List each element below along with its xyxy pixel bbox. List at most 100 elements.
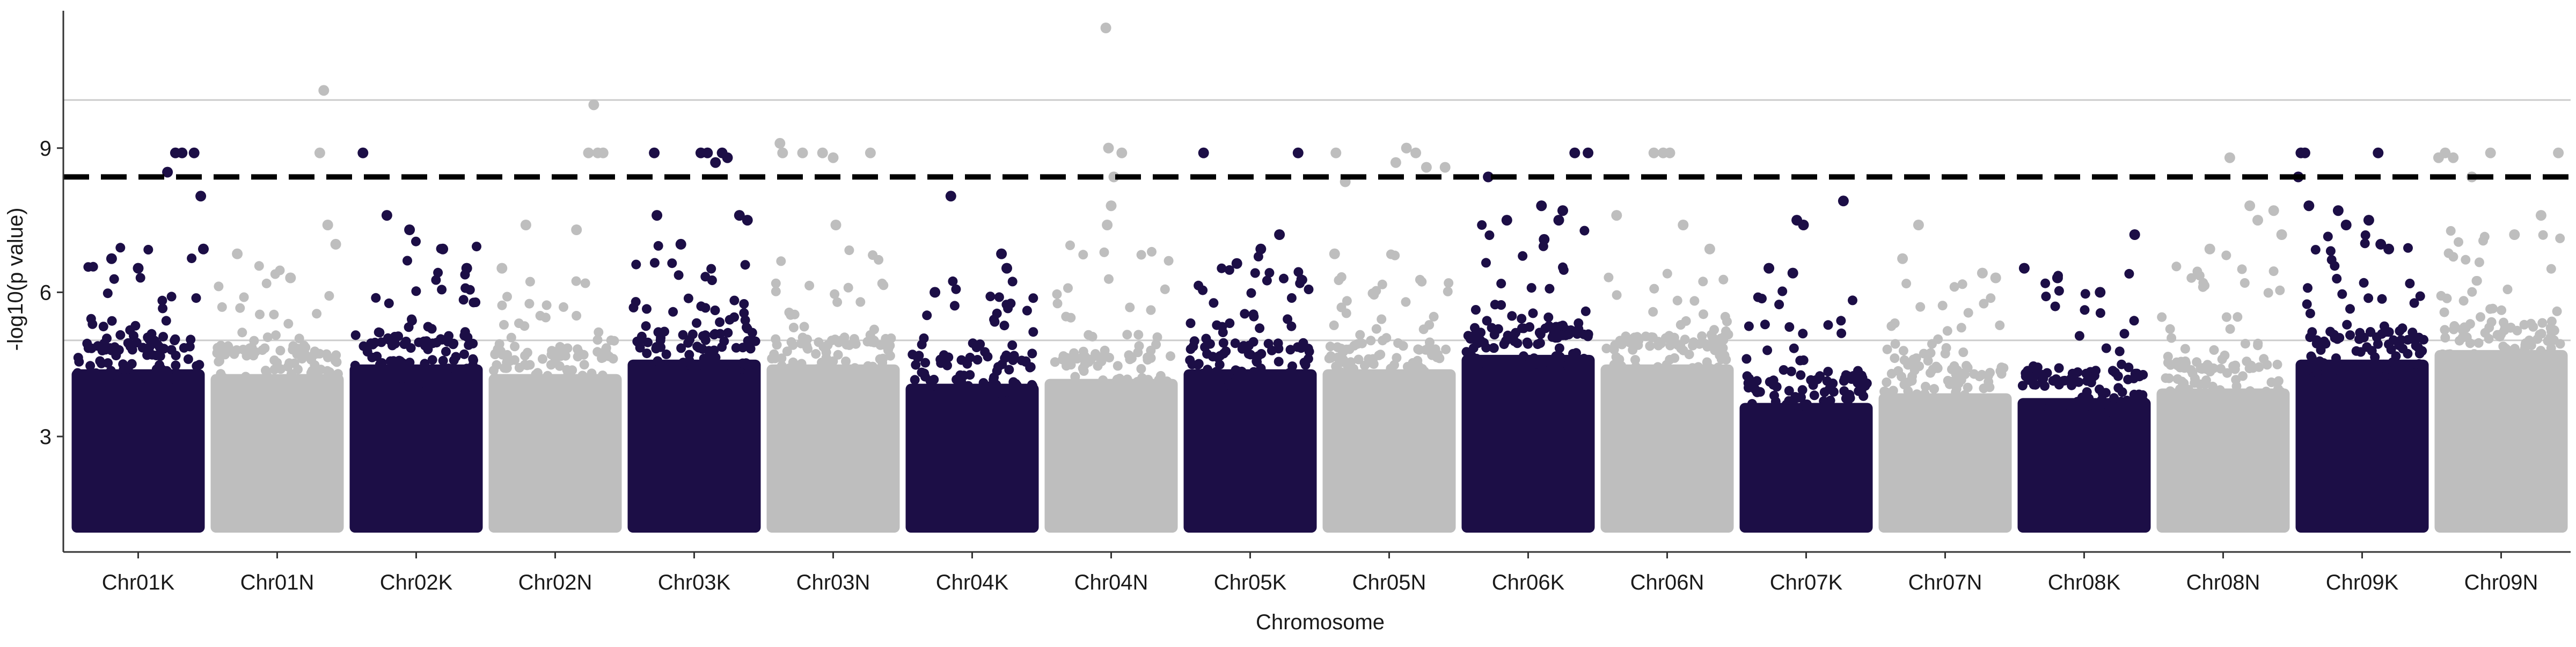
edge-point-Chr02K bbox=[358, 372, 368, 382]
scatter-point-Chr04N bbox=[1067, 353, 1078, 364]
edge-point-Chr01N bbox=[265, 386, 275, 396]
scatter-point-Chr06K bbox=[1558, 265, 1569, 275]
x-tick-label-Chr05N: Chr05N bbox=[1352, 571, 1426, 594]
edge-point-Chr02K bbox=[405, 358, 415, 368]
data-point-Chr02K-1 bbox=[381, 210, 392, 221]
edge-point-Chr03K bbox=[630, 372, 640, 382]
scatter-point-Chr09N bbox=[2505, 323, 2515, 333]
scatter-point-Chr07K bbox=[1741, 354, 1752, 364]
data-point-Chr01N-2 bbox=[322, 220, 333, 230]
data-point-Chr01K-2 bbox=[177, 147, 188, 158]
scatter-point-Chr05K bbox=[1264, 268, 1275, 278]
scatter-point-Chr01K bbox=[170, 334, 180, 344]
scatter-point-Chr05K bbox=[1185, 318, 1196, 328]
data-point-Chr02N-3 bbox=[597, 147, 609, 158]
scatter-point-Chr04N bbox=[1125, 302, 1135, 312]
scatter-point-Chr03N bbox=[849, 334, 859, 344]
scatter-point-Chr04K bbox=[922, 310, 932, 321]
edge-point-Chr04N bbox=[1126, 387, 1136, 397]
scatter-point-Chr02K bbox=[384, 298, 394, 308]
edge-point-Chr05N bbox=[1325, 341, 1335, 352]
edge-point-Chr07N bbox=[1882, 377, 1892, 387]
data-point-Chr07K-2 bbox=[1838, 195, 1849, 207]
scatter-point-Chr05N bbox=[1342, 296, 1352, 306]
edge-point-Chr01N bbox=[261, 366, 270, 376]
data-point-Chr08N-5 bbox=[2204, 243, 2215, 255]
edge-point-Chr02K bbox=[465, 371, 475, 381]
edge-point-Chr09N bbox=[2536, 346, 2546, 356]
edge-point-Chr02N bbox=[490, 373, 500, 383]
data-point-Chr05N-0 bbox=[1330, 147, 1342, 158]
scatter-point-Chr07K bbox=[1786, 366, 1796, 376]
edge-point-Chr04K bbox=[978, 378, 989, 388]
scatter-point-Chr03N bbox=[771, 286, 781, 296]
scatter-point-Chr09K bbox=[2311, 335, 2322, 345]
scatter-point-Chr04N bbox=[1147, 246, 1157, 257]
edge-point-Chr07K bbox=[1748, 411, 1759, 421]
edge-point-Chr08K bbox=[2131, 402, 2141, 412]
scatter-point-Chr02K bbox=[468, 338, 478, 348]
edge-point-Chr04K bbox=[952, 374, 962, 384]
scatter-point-Chr07K bbox=[1836, 316, 1846, 326]
edge-point-Chr06K bbox=[1529, 353, 1539, 364]
edge-point-Chr09N bbox=[2511, 363, 2521, 373]
edge-point-Chr07K bbox=[1818, 416, 1828, 426]
edge-point-Chr08K bbox=[2048, 376, 2058, 386]
scatter-point-Chr03K bbox=[660, 326, 669, 337]
scatter-point-Chr02N bbox=[497, 300, 507, 310]
edge-point-Chr01K bbox=[194, 360, 204, 370]
edge-point-Chr02K bbox=[443, 364, 453, 374]
edge-point-Chr01K bbox=[183, 354, 193, 364]
scatter-point-Chr06K bbox=[1558, 321, 1568, 331]
scatter-point-Chr07N bbox=[1942, 326, 1952, 336]
scatter-point-Chr02N bbox=[592, 347, 603, 357]
data-point-Chr04N-1 bbox=[1103, 142, 1114, 154]
scatter-point-Chr08K bbox=[2029, 372, 2039, 382]
edge-point-Chr03K bbox=[743, 369, 753, 379]
edge-point-Chr03K bbox=[723, 328, 733, 338]
scatter-point-Chr01K bbox=[115, 243, 126, 253]
scatter-point-Chr03K bbox=[674, 270, 684, 280]
scatter-point-Chr06K bbox=[1543, 312, 1554, 322]
edge-point-Chr09K bbox=[2398, 344, 2408, 354]
edge-point-Chr06N bbox=[1670, 353, 1680, 363]
scatter-point-Chr09K bbox=[2337, 289, 2347, 299]
edge-point-Chr08K bbox=[2047, 406, 2057, 416]
scatter-point-Chr02K bbox=[393, 331, 404, 341]
scatter-point-Chr02N bbox=[580, 278, 590, 288]
y-tick-label-9: 9 bbox=[40, 137, 52, 161]
scatter-point-Chr08N bbox=[2221, 250, 2231, 260]
scatter-point-Chr01K bbox=[103, 288, 113, 299]
scatter-point-Chr07N bbox=[1937, 301, 1948, 311]
scatter-point-Chr03K bbox=[700, 272, 711, 282]
scatter-point-Chr08K bbox=[2101, 343, 2111, 353]
edge-point-Chr07N bbox=[1912, 389, 1922, 399]
edge-point-Chr03K bbox=[664, 366, 675, 376]
edge-point-Chr01K bbox=[151, 351, 162, 360]
edge-point-Chr08N bbox=[2182, 394, 2192, 404]
scatter-point-Chr01N bbox=[300, 350, 310, 360]
edge-point-Chr09N bbox=[2536, 360, 2546, 370]
edge-point-Chr09K bbox=[2355, 347, 2366, 357]
scatter-point-Chr06N bbox=[1675, 320, 1686, 330]
scatter-point-Chr01K bbox=[83, 262, 93, 272]
edge-point-Chr09K bbox=[2380, 372, 2390, 382]
axes bbox=[57, 11, 2571, 558]
edge-point-Chr06N bbox=[1669, 375, 1679, 385]
scatter-point-Chr01K bbox=[158, 332, 169, 342]
edge-point-Chr07K bbox=[1790, 392, 1801, 402]
edge-point-Chr01N bbox=[233, 386, 244, 396]
dense-block-Chr01K bbox=[71, 369, 205, 533]
edge-point-Chr05K bbox=[1231, 365, 1241, 375]
edge-point-Chr03K bbox=[641, 372, 651, 382]
scatter-point-Chr08N bbox=[2186, 273, 2197, 283]
data-point-Chr06K-1 bbox=[1501, 215, 1512, 226]
scatter-point-Chr03N bbox=[804, 280, 815, 290]
scatter-point-Chr05K bbox=[1201, 333, 1211, 344]
x-tick-label-Chr06N: Chr06N bbox=[1630, 571, 1704, 594]
edge-point-Chr09K bbox=[2312, 362, 2322, 373]
edge-point-Chr05K bbox=[1229, 381, 1239, 391]
scatter-point-Chr06K bbox=[1517, 314, 1527, 324]
edge-point-Chr09N bbox=[2502, 349, 2512, 359]
scatter-point-Chr03N bbox=[823, 340, 833, 350]
